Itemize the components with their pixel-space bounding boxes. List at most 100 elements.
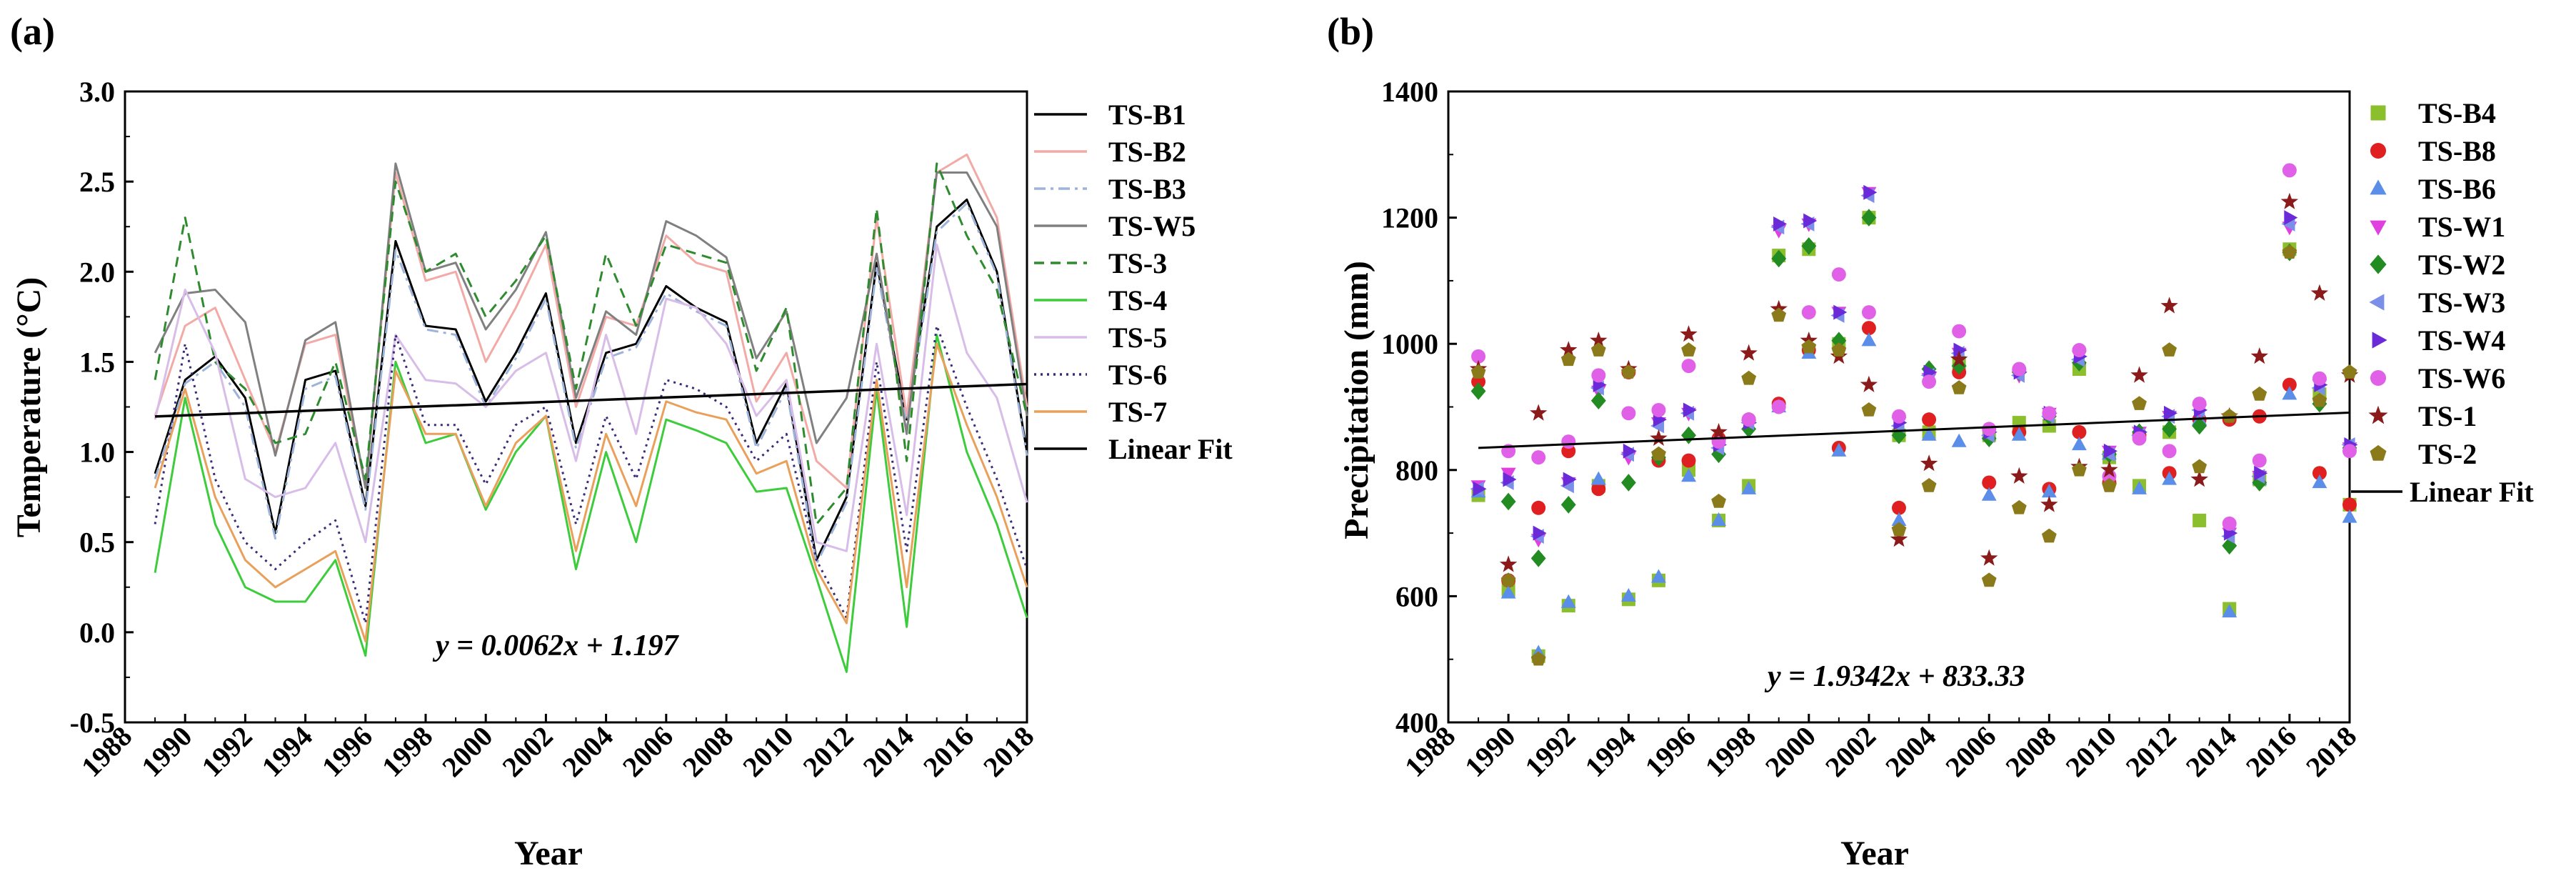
data-point-ts-w6	[1621, 406, 1636, 421]
data-point-ts-w2	[1771, 249, 1787, 268]
data-point-ts-2	[2192, 459, 2207, 474]
data-point-ts-w4	[1533, 525, 1547, 541]
data-point-ts-1	[1710, 423, 1728, 440]
panel-a-x-tick-label: 2018	[977, 720, 1040, 783]
data-point-ts-2	[1621, 364, 1636, 379]
data-point-ts-w6	[2312, 371, 2327, 386]
data-point-ts-b6	[1681, 468, 1696, 482]
series-line-ts-7	[154, 342, 1028, 642]
data-point-ts-b6	[1981, 487, 1997, 501]
data-point-ts-2	[2222, 408, 2237, 423]
panel-b-x-axis-title: Year	[1840, 835, 1909, 872]
data-point-ts-w6	[1681, 359, 1696, 374]
legend-label-ts-3: TS-3	[1108, 247, 1167, 279]
data-point-ts-2	[1831, 342, 1847, 357]
data-point-ts-2	[1741, 370, 1757, 385]
legend-label-ts-b1: TS-B1	[1108, 99, 1186, 131]
data-point-ts-w4	[1803, 213, 1818, 229]
data-point-ts-1	[1740, 344, 1758, 361]
data-point-ts-1	[1920, 454, 1938, 472]
data-point-ts-w4	[2254, 465, 2268, 481]
panel-b-x-tick-label: 1998	[1699, 720, 1762, 783]
panel-a-y-axis-title: Temperature (°C)	[10, 277, 48, 537]
data-point-ts-w6	[2012, 362, 2027, 377]
data-point-ts-2	[1590, 342, 1606, 357]
linear-fit-line	[1478, 411, 2350, 449]
panel-a-x-tick-label: 2000	[436, 720, 498, 783]
panel-b-precipitation-chart: (b) 198819901992199419961998200020022004…	[1327, 10, 2534, 872]
data-point-ts-1	[2190, 470, 2208, 487]
data-point-ts-w6	[2222, 516, 2237, 531]
panel-a-x-tick-label: 1990	[135, 720, 198, 783]
legend-label-ts-w2: TS-W2	[2418, 249, 2505, 281]
data-point-ts-b8	[1531, 500, 1546, 515]
legend-marker-ts-w4	[2372, 332, 2387, 349]
panel-a-y-tick-label: 2.5	[79, 166, 115, 198]
data-point-ts-w2	[1861, 209, 1877, 227]
data-point-ts-b8	[1892, 500, 1906, 515]
panel-b-x-tick-label: 2018	[2300, 720, 2362, 783]
legend-label-linear-fit: Linear Fit	[1108, 433, 1233, 465]
panel-a-legend: TS-B1 TS-B2 TS-B3 TS-W5 TS-3 TS-4 TS-5 TS-6 TS-7…	[1034, 99, 1233, 465]
panel-b-x-tick-label: 1996	[1639, 720, 1702, 783]
panel-a-x-tick-label: 2002	[496, 720, 558, 783]
data-point-ts-b8	[1681, 453, 1696, 468]
panel-b-y-tick-label: 1200	[1381, 202, 1438, 234]
legend-marker-ts-w3	[2369, 294, 2385, 311]
data-point-ts-2	[1470, 364, 1486, 379]
data-point-ts-b8	[1861, 321, 1876, 336]
data-point-ts-1	[2250, 347, 2268, 364]
panel-b-plot-frame	[1447, 90, 2351, 724]
data-point-ts-w2	[1681, 426, 1696, 444]
data-point-ts-b4	[2192, 513, 2207, 527]
data-point-ts-2	[1711, 494, 1726, 508]
data-point-ts-1	[1860, 375, 1878, 392]
panel-a-y-tick-label: 1.5	[79, 346, 115, 378]
data-point-ts-w2	[1560, 496, 1576, 514]
panel-a-x-tick-label: 2014	[857, 720, 920, 783]
data-point-ts-w6	[2342, 444, 2357, 459]
data-point-ts-w6	[2252, 453, 2267, 468]
data-point-ts-w6	[2072, 343, 2087, 358]
panel-b-x-tick-label: 1992	[1518, 720, 1581, 783]
data-point-ts-w6	[1952, 324, 1967, 339]
data-point-ts-w6	[1922, 374, 1937, 389]
legend-marker-ts-1	[2368, 405, 2388, 424]
data-point-ts-b8	[1982, 475, 1997, 490]
data-point-ts-w6	[2282, 163, 2297, 178]
data-point-ts-w6	[2042, 406, 2057, 421]
data-point-ts-w4	[1503, 472, 1517, 487]
data-point-ts-w6	[2192, 397, 2207, 412]
data-point-ts-w6	[1982, 422, 1997, 437]
panel-a-x-tick-label: 2004	[556, 720, 619, 783]
legend-label-ts-w5: TS-W5	[1108, 210, 1196, 242]
data-point-ts-2	[1530, 651, 1546, 666]
panel-b-y-tick-label: 1000	[1381, 328, 1438, 360]
data-point-ts-1	[1590, 332, 1608, 349]
data-point-ts-1	[1950, 350, 1968, 367]
data-point-ts-w6	[1591, 368, 1606, 383]
data-point-ts-b6	[2282, 386, 2297, 400]
legend-marker-ts-b8	[2370, 142, 2387, 159]
data-point-ts-2	[2162, 342, 2177, 357]
legend-marker-ts-w2	[2370, 254, 2387, 274]
data-point-ts-1	[2040, 495, 2058, 512]
panel-a-y-tick-label: 0.5	[79, 527, 115, 559]
legend-label-ts-b3: TS-B3	[1108, 173, 1186, 205]
legend-marker-ts-w6	[2370, 369, 2387, 387]
data-point-ts-w4	[1773, 216, 1788, 232]
legend-marker-ts-b6	[2370, 179, 2387, 195]
legend-marker-ts-w1	[2370, 220, 2387, 236]
panel-a-label: (a)	[10, 10, 55, 53]
panel-b-x-tick-label: 2010	[2059, 720, 2122, 783]
panel-a-y-tick-label: 3.0	[79, 76, 115, 108]
legend-marker-ts-2	[2370, 444, 2387, 461]
data-point-ts-2	[1560, 352, 1576, 367]
data-point-ts-1	[1890, 530, 1908, 547]
data-point-ts-b8	[2282, 377, 2297, 392]
data-point-ts-1	[2310, 284, 2329, 301]
panel-b-x-tick-label: 2000	[1759, 720, 1822, 783]
data-point-ts-w2	[1590, 392, 1606, 409]
panel-a-x-tick-label: 2012	[796, 720, 859, 783]
panel-a-x-tick-label: 2016	[917, 720, 980, 783]
